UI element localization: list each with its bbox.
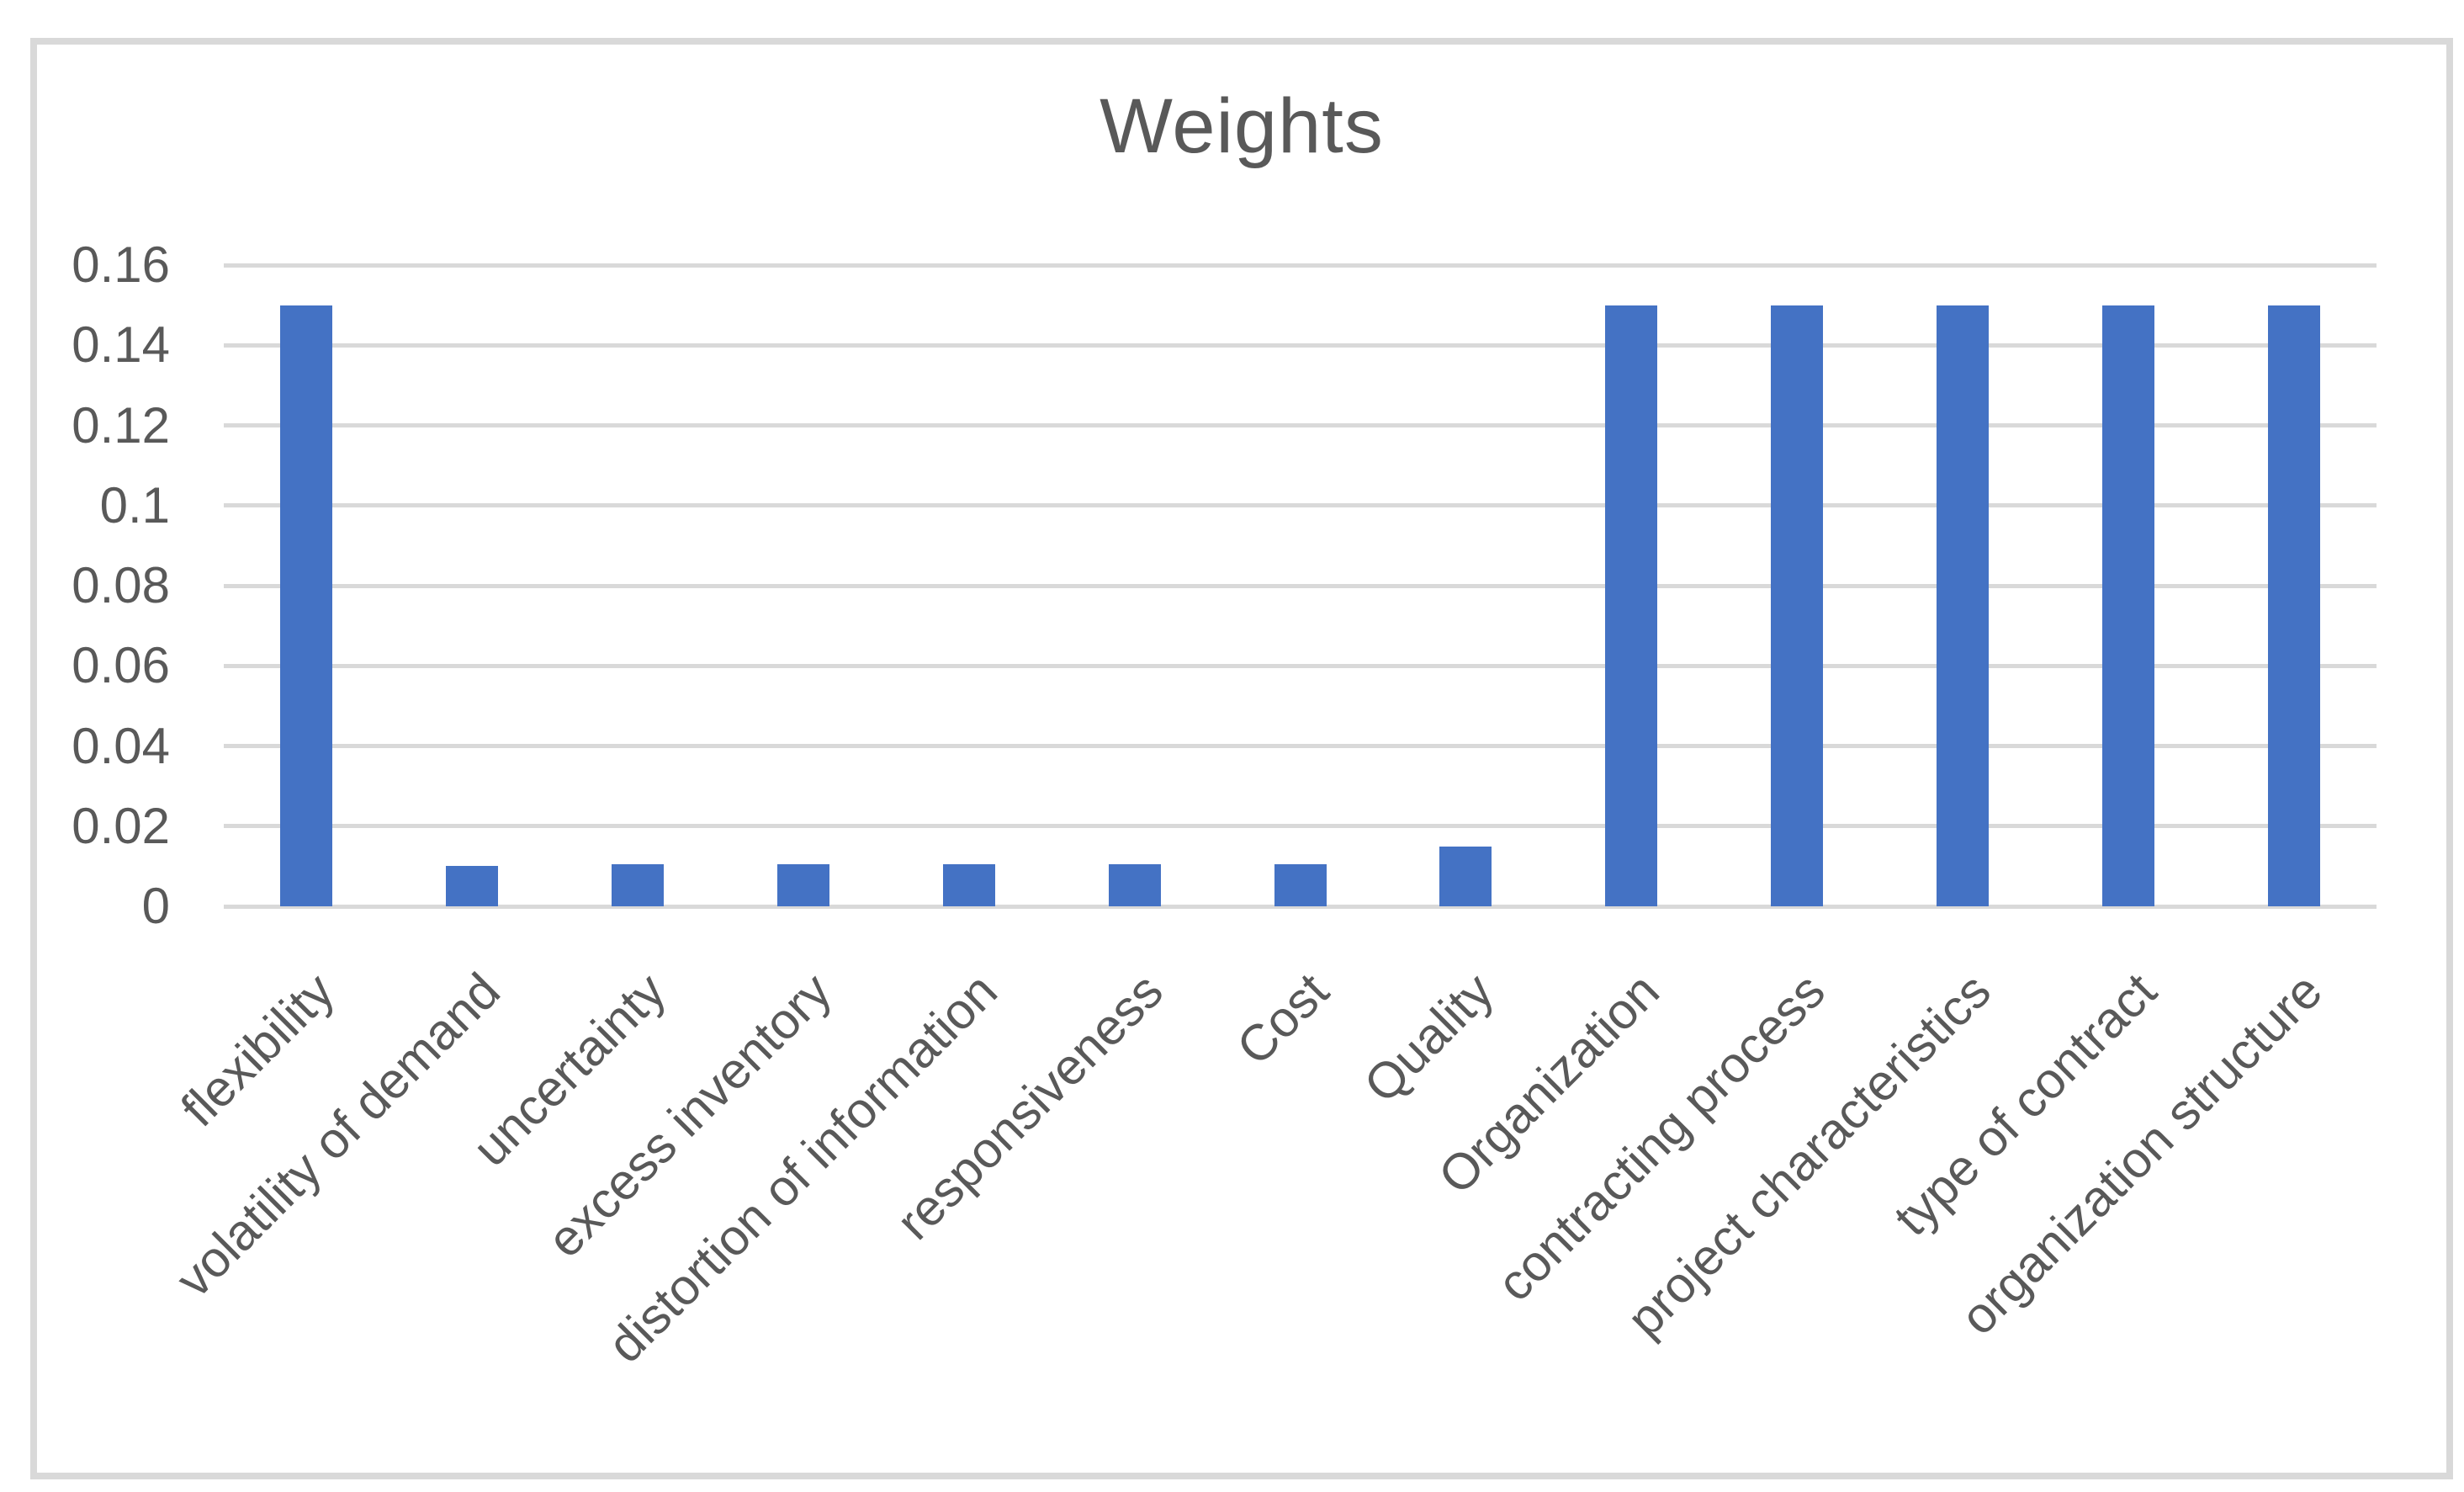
bar-contracting-process — [1771, 305, 1824, 906]
bar-project-characteristics — [1936, 305, 1989, 906]
bar-distortion-of-information — [942, 864, 995, 906]
gridline — [224, 744, 2377, 748]
y-axis-tick-label: 0.14 — [72, 316, 170, 374]
bar-type-of-contract — [2101, 305, 2154, 906]
chart-title: Weights — [1100, 83, 1384, 169]
gridline — [224, 342, 2377, 348]
y-axis-tick-label: 0.1 — [99, 476, 170, 534]
bar-organization-structure — [2267, 305, 2320, 906]
y-axis-tick-label: 0.08 — [72, 557, 170, 613]
bar-organization — [1605, 305, 1658, 906]
y-axis-tick-label: 0.12 — [72, 396, 170, 454]
bar-cost — [1274, 864, 1327, 906]
bar-quality — [1439, 847, 1492, 906]
gridline — [224, 583, 2377, 588]
chart-container: Weights 0.16 0.14 0.12 0.1 0.08 0.06 0.04 0.02 0… — [30, 38, 2453, 1479]
bar-volatility-of-demand — [446, 866, 499, 906]
y-axis-tick-label: 0.16 — [72, 236, 170, 293]
y-axis-tick-label: 0.06 — [72, 637, 170, 694]
bar-uncertainty — [612, 864, 665, 906]
y-axis-tick-label: 0.02 — [72, 797, 170, 854]
gridline — [224, 824, 2377, 829]
bar-flexibility — [280, 305, 333, 906]
plot-area — [224, 263, 2377, 909]
bar-excess-inventory — [776, 864, 829, 906]
gridline — [224, 904, 2377, 909]
bar-responsiveness — [1108, 864, 1161, 906]
gridline — [224, 263, 2377, 268]
gridline — [224, 663, 2377, 668]
y-axis-tick-label: 0 — [141, 878, 170, 934]
gridline — [224, 503, 2377, 508]
y-axis-tick-label: 0.04 — [72, 717, 170, 774]
gridline — [224, 423, 2377, 427]
